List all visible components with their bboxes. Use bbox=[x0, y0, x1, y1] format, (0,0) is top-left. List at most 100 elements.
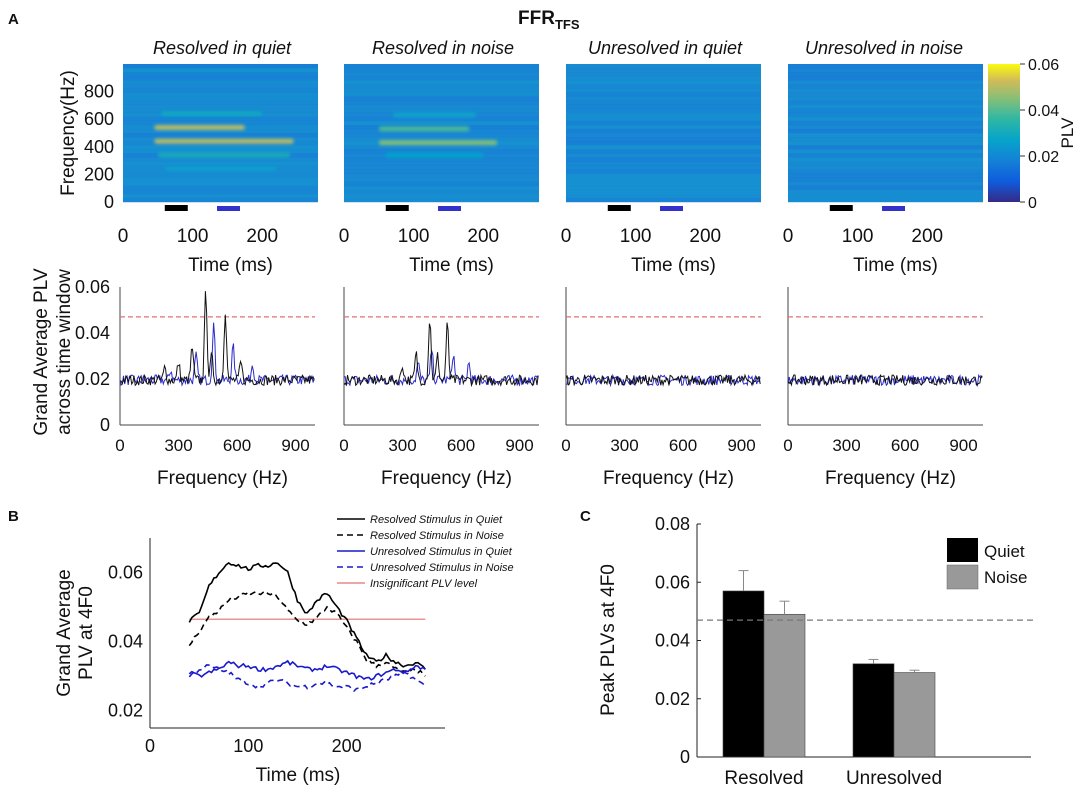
bar-noise-unresolved bbox=[893, 672, 936, 758]
panel-b-series-2 bbox=[188, 590, 426, 677]
spectrogram-noise-row bbox=[123, 96, 318, 101]
panel-c-chart: 0 0.02 0.04 0.06 0.08 Resolved Unresolved Quiet… bbox=[655, 514, 1036, 789]
panel-c-category-label: Unresolved bbox=[846, 768, 942, 789]
analysis-window-early bbox=[607, 205, 631, 211]
bar-noise-resolved bbox=[763, 613, 806, 758]
spectrogram-noise-row bbox=[344, 72, 539, 77]
spectrum-line-resolved-4 bbox=[787, 373, 983, 387]
condition-title-3: Unresolved in quiet bbox=[588, 38, 743, 58]
colorbar-tick-label: 0.04 bbox=[1028, 103, 1059, 120]
spectrogram-noise-row bbox=[788, 116, 983, 122]
spectrum-xtick-label: 600 bbox=[223, 436, 251, 455]
spectrum-xtick-label: 900 bbox=[949, 436, 977, 455]
spectrogram-noise-row bbox=[566, 157, 761, 162]
spectrogram-xlabel: Time (ms) bbox=[409, 255, 494, 276]
spectrogram-noise-row bbox=[566, 128, 761, 134]
spectrogram-noise-row bbox=[566, 124, 761, 130]
spectrogram-noise-row bbox=[566, 84, 761, 89]
spectrogram-noise-row bbox=[788, 161, 983, 166]
spectrogram-ytick-label: 0 bbox=[104, 192, 114, 212]
spectrogram-texture-4 bbox=[788, 64, 983, 203]
spectrogram-noise-row bbox=[788, 141, 983, 146]
spectrogram-noise-row bbox=[788, 189, 983, 195]
panel-b-xlabel: Time (ms) bbox=[256, 765, 341, 786]
spectrogram-noise-row bbox=[123, 116, 318, 122]
spectrogram-noise-row bbox=[566, 104, 761, 110]
spectrogram-noise-row bbox=[344, 173, 539, 179]
spectrogram-noise-row bbox=[566, 197, 761, 203]
panel-label-b: B bbox=[8, 508, 19, 525]
spectrogram-ytick-label: 200 bbox=[84, 164, 114, 184]
spectrogram-noise-row bbox=[123, 92, 318, 97]
spectrogram-noise-row bbox=[788, 84, 983, 89]
spectrogram-ytick-label: 800 bbox=[84, 82, 114, 102]
panel-b-legend-label: Unresolved Stimulus in Noise bbox=[370, 562, 514, 574]
spectrogram-noise-row bbox=[344, 185, 539, 191]
spectrogram-ytick-label: 600 bbox=[84, 109, 114, 129]
spectrogram-noise-row bbox=[123, 80, 318, 85]
spectrogram-noise-row bbox=[788, 137, 983, 142]
panel-b-legend-label: Insignificant PLV level bbox=[370, 578, 478, 590]
spectrogram-noise-row bbox=[566, 137, 761, 142]
spectrogram-harmonic-band bbox=[157, 152, 291, 158]
spectrogram-noise-row bbox=[123, 133, 318, 138]
spectrogram-xtick-label: 200 bbox=[246, 226, 278, 247]
spectrogram-noise-row bbox=[788, 181, 983, 187]
spectrogram-noise-row bbox=[566, 100, 761, 105]
legend-swatch-noise bbox=[946, 564, 979, 590]
spectrogram-noise-row bbox=[788, 120, 983, 126]
spectrogram-noise-row bbox=[788, 128, 983, 134]
spectrogram-noise-row bbox=[344, 100, 539, 105]
spectrogram-noise-row bbox=[788, 149, 983, 154]
spectrogram-noise-row bbox=[788, 153, 983, 158]
spectrogram-noise-row bbox=[344, 137, 539, 142]
spectrogram-xtick-label: 200 bbox=[467, 226, 499, 247]
spectrum-ytick-label: 0 bbox=[100, 415, 110, 435]
spectrogram-noise-row bbox=[123, 72, 318, 77]
spectrogram-noise-row bbox=[566, 173, 761, 179]
panel-c-category-label: Resolved bbox=[724, 768, 803, 789]
spectrum-xtick-label: 0 bbox=[783, 436, 792, 455]
panel-b-xtick-label: 200 bbox=[332, 736, 362, 756]
panel-b-ytick-label: 0.06 bbox=[108, 563, 143, 583]
spectrogram-bands-2 bbox=[378, 112, 498, 158]
spectrogram-noise-row bbox=[123, 145, 318, 150]
spectrogram-noise-row bbox=[344, 165, 539, 170]
spectrogram-noise-row bbox=[788, 96, 983, 101]
spectrum-xtick-label: 600 bbox=[891, 436, 919, 455]
spectrogram-noise-row bbox=[123, 64, 318, 69]
panel-b-legend: Resolved Stimulus in Quiet Resolved Stimu… bbox=[337, 514, 514, 590]
colorbar-label: PLV bbox=[1058, 117, 1077, 149]
spectrogram-noise-row bbox=[788, 64, 983, 69]
legend-label-quiet: Quiet bbox=[984, 542, 1025, 561]
spectrogram-noise-row bbox=[788, 133, 983, 138]
condition-title-4: Unresolved in noise bbox=[805, 38, 963, 58]
spectrogram-noise-row bbox=[344, 149, 539, 154]
spectrogram-noise-row bbox=[344, 64, 539, 69]
spectrogram-noise-row bbox=[788, 165, 983, 170]
condition-title-1: Resolved in quiet bbox=[153, 38, 292, 58]
panel-c-ylabel: Peak PLVs at 4F0 bbox=[598, 564, 619, 716]
condition-title-2: Resolved in noise bbox=[372, 38, 514, 58]
spectrogram-noise-row bbox=[788, 80, 983, 85]
spectrogram-noise-row bbox=[566, 145, 761, 150]
panel-b-ylabel-line1: Grand Average bbox=[54, 569, 75, 696]
spectrogram-noise-row bbox=[344, 189, 539, 195]
panel-b-series-4 bbox=[188, 664, 426, 693]
spectrum-xlabel: Frequency (Hz) bbox=[381, 468, 512, 489]
spectrum-ytick-label: 0.06 bbox=[75, 277, 110, 297]
spectrum-line-unresolved-1 bbox=[119, 322, 315, 387]
spectrogram-noise-row bbox=[123, 181, 318, 187]
spectrogram-harmonic-band bbox=[161, 111, 263, 117]
spectrogram-noise-row bbox=[123, 108, 318, 114]
spectrogram-noise-row bbox=[123, 88, 318, 93]
spectrogram-noise-row bbox=[566, 169, 761, 174]
colorbar-tick-label: 0.06 bbox=[1028, 57, 1059, 74]
spectrogram-harmonic-band bbox=[392, 112, 477, 118]
colorbar-tick-label: 0.02 bbox=[1028, 149, 1059, 166]
spectrogram-noise-row bbox=[344, 193, 539, 199]
panel-label-c: C bbox=[580, 508, 591, 525]
panel-c-ytick-label: 0.02 bbox=[655, 689, 690, 709]
spectrogram-noise-row bbox=[566, 112, 761, 118]
